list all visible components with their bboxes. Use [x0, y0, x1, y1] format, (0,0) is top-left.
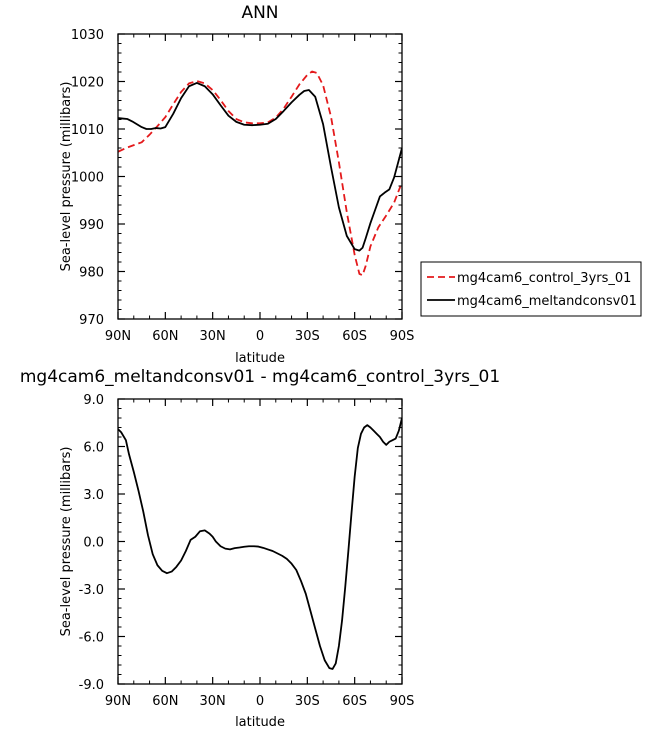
x-tick-label: 60S [342, 694, 367, 709]
y-tick-label: 1020 [71, 76, 104, 91]
y-tick-label: 1010 [71, 123, 104, 138]
y-tick-label: 0.0 [83, 536, 104, 551]
y-tick-label: 3.0 [83, 488, 104, 503]
chart-panel-2: mg4cam6_meltandconsv01 - mg4cam6_control… [20, 367, 500, 730]
y-axis-label: Sea-level pressure (millibars) [59, 447, 74, 637]
chart-panel-1: ANN Sea-level pressure (millibars) latitud… [59, 3, 642, 366]
x-tick-label: 90S [390, 329, 415, 344]
legend-box [420, 261, 642, 317]
x-tick-label: 0 [256, 329, 264, 344]
x-tick-label: 90N [105, 694, 131, 709]
series-line-1 [118, 70, 402, 277]
y-tick-label: 6.0 [83, 441, 104, 456]
x-tick-label: 60N [152, 329, 178, 344]
y-tick-label: 1030 [71, 28, 104, 43]
x-axis-label: latitude [235, 715, 285, 730]
x-tick-label: 90N [105, 329, 131, 344]
x-tick-label: 90S [390, 694, 415, 709]
y-tick-label: 980 [79, 266, 104, 281]
y-tick-label: -6.0 [79, 631, 104, 646]
x-tick-label: 30N [200, 329, 226, 344]
y-axis-label: Sea-level pressure (millibars) [59, 82, 74, 272]
chart-title: ANN [241, 3, 278, 23]
y-tick-label: 1000 [71, 171, 104, 186]
x-tick-label: 30S [295, 694, 320, 709]
chart-title: mg4cam6_meltandconsv01 - mg4cam6_control… [20, 367, 500, 387]
x-tick-label: 60N [152, 694, 178, 709]
series-line-2 [118, 82, 402, 252]
plot-frame [117, 33, 403, 320]
x-tick-label: 0 [256, 694, 264, 709]
y-tick-label: 9.0 [83, 393, 104, 408]
y-tick-label: -9.0 [79, 678, 104, 693]
series-line-1 [118, 417, 402, 670]
y-tick-label: 970 [79, 313, 104, 328]
legend: mg4cam6_control_3yrs_01 mg4cam6_meltandco… [420, 261, 642, 317]
y-tick-label: 990 [79, 218, 104, 233]
x-tick-label: 60S [342, 329, 367, 344]
legend-label: mg4cam6_meltandconsv01 [457, 294, 637, 309]
y-tick-label: -3.0 [79, 583, 104, 598]
legend-label: mg4cam6_control_3yrs_01 [457, 271, 631, 286]
x-axis-label: latitude [235, 351, 285, 366]
x-tick-label: 30N [200, 694, 226, 709]
x-tick-label: 30S [295, 329, 320, 344]
